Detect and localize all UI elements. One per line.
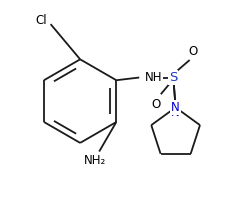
Text: O: O (188, 45, 197, 58)
Text: Cl: Cl (35, 14, 47, 27)
Text: NH₂: NH₂ (84, 154, 106, 167)
Text: NH: NH (145, 71, 162, 84)
Text: N: N (171, 106, 180, 119)
Text: N: N (171, 101, 180, 114)
Text: O: O (151, 98, 161, 111)
Text: S: S (169, 71, 177, 84)
